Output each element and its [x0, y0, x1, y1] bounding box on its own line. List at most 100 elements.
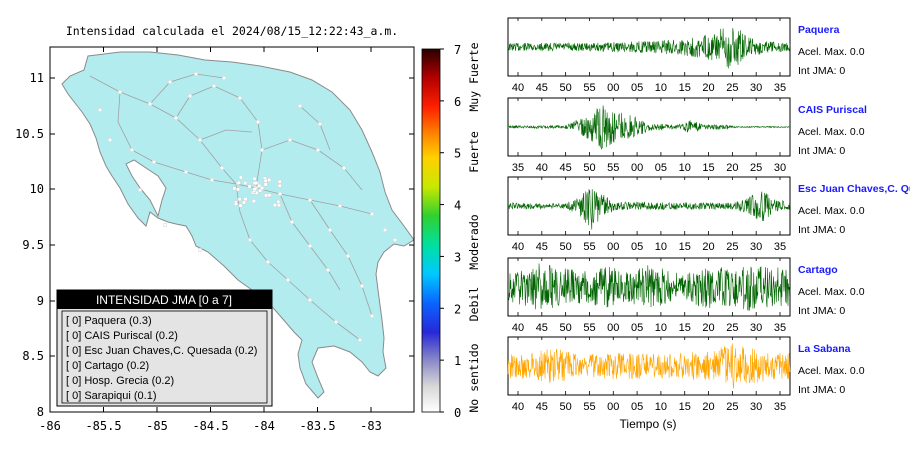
map-frame: [49, 46, 415, 413]
station-marker: [308, 244, 312, 248]
station-marker: [210, 178, 214, 182]
map-x-tick-label: -84.5: [192, 419, 228, 433]
seismogram-tick-label: 40: [512, 401, 524, 413]
station-marker: [318, 122, 322, 126]
seismogram-tick-label: 50: [560, 82, 572, 94]
seismogram-tick-label: 10: [655, 241, 667, 253]
seismogram-tick-label: 55: [607, 162, 619, 174]
station-name: CAIS Puriscal: [798, 104, 867, 116]
station-marker: [277, 203, 281, 207]
seismogram-tick-label: 55: [583, 241, 595, 253]
station-acel-max: Acel. Max. 0.0: [798, 46, 865, 58]
seismogram-xlabel: Tiempo (s): [620, 417, 677, 431]
station-marker: [236, 187, 240, 192]
colorbar-tick-label: 1: [454, 354, 461, 368]
colorbar-tick-label: 3: [454, 250, 461, 264]
station-marker: [260, 148, 264, 152]
station-marker: [243, 181, 248, 185]
legend-item: [ 0] Esc Juan Chaves,C. Quesada (0.2): [66, 345, 257, 357]
station-marker: [252, 176, 257, 181]
seismogram-tick-label: 25: [726, 82, 738, 94]
map-y-tick-label: 11: [30, 71, 44, 85]
seismogram-tick-label: 30: [750, 401, 762, 413]
map-x-tick-label: -85.5: [85, 419, 121, 433]
station-marker: [212, 84, 216, 88]
seismogram-tick-label: 25: [726, 322, 738, 334]
station-acel-max: Acel. Max. 0.0: [798, 286, 865, 298]
seismogram-tick-label: 00: [607, 322, 619, 334]
colorbar-ticks: 7 6 5 4 3 2 1 0: [440, 43, 461, 420]
seismogram-panel: 40 45 50 55 00 05 10 15 20 25 30 35 Cartago Acel. Max…: [507, 257, 865, 334]
seismogram-tick-label: 40: [512, 82, 524, 94]
station-marker: [188, 94, 192, 98]
seismogram-tick-label: 20: [702, 401, 714, 413]
seismogram-panel: 40 45 50 55 00 05 10 15 20 25 30 35 La Sabana Acel. M…: [507, 336, 865, 413]
seismogram-tick-label: 40: [512, 241, 524, 253]
station-marker: [338, 204, 342, 208]
seismogram-tick-label: 50: [583, 162, 595, 174]
station-marker: [286, 278, 290, 282]
map-y-tick-label: 10: [30, 182, 44, 196]
legend-title-bar: [57, 290, 272, 309]
station-marker: [393, 238, 397, 242]
station-marker: [220, 166, 224, 170]
seismogram-tick-label: 30: [750, 322, 762, 334]
station-marker: [326, 268, 330, 272]
station-marker: [222, 76, 226, 80]
seismogram-tick-label: 00: [607, 401, 619, 413]
seismogram-tick-label: 05: [631, 322, 643, 334]
map-title: Intensidad calculada el 2024/08/15_12:22…: [66, 24, 398, 38]
seismogram-tick-label: 15: [679, 322, 691, 334]
seismogram-tick-label: 05: [631, 401, 643, 413]
seismogram-tick-label: 15: [702, 162, 714, 174]
colorbar-tick-label: 0: [454, 406, 461, 420]
station-acel-max: Acel. Max. 0.0: [798, 126, 865, 138]
colorbar-tick-label: 5: [454, 147, 461, 161]
station-marker: [383, 228, 387, 232]
seismogram-tick-label: 25: [726, 241, 738, 253]
station-marker: [234, 201, 238, 206]
station-marker: [152, 160, 156, 164]
station-marker: [98, 108, 102, 112]
station-acel-max: Acel. Max. 0.0: [798, 205, 865, 217]
colorbar-tick-label: 4: [454, 199, 461, 213]
station-marker: [370, 314, 374, 318]
map-x-tick-label: -86: [39, 419, 61, 433]
seismogram-tick-label: 55: [583, 401, 595, 413]
seismogram-tick-label: 45: [536, 82, 548, 94]
station-marker: [263, 178, 268, 183]
station-marker: [148, 102, 152, 106]
colorbar-label-fuerte: Fuerte: [467, 131, 481, 173]
map-y-tick-label: 8: [37, 405, 44, 419]
station-markers: [98, 72, 397, 342]
seismogram-tick-label: 30: [774, 162, 786, 174]
seismogram-tick-label: 35: [774, 401, 786, 413]
station-marker: [358, 338, 362, 342]
station-marker: [163, 223, 167, 227]
seismogram-tick-label: 05: [631, 82, 643, 94]
seismogram-tick-label: 20: [702, 241, 714, 253]
station-int-jma: Int JMA: 0: [798, 145, 845, 157]
station-marker: [253, 181, 258, 185]
seismogram-tick-label: 05: [631, 241, 643, 253]
station-name: Cartago: [798, 264, 838, 276]
station-marker: [239, 175, 243, 180]
colorbar-tick-label: 2: [454, 302, 461, 316]
station-name: Paquera: [798, 24, 840, 36]
station-marker: [238, 203, 243, 208]
seismogram-tick-label: 30: [750, 241, 762, 253]
seismogram-panel: 35 40 45 50 55 00 05 10 15 20 25 30 CAIS Puriscal Ace…: [507, 97, 867, 174]
station-marker: [237, 197, 242, 201]
station-marker: [342, 166, 346, 170]
seismogram-tick-label: 20: [702, 322, 714, 334]
map-x-tick-label: -83.5: [299, 419, 335, 433]
station-marker: [194, 72, 198, 76]
colorbar-label-muy-fuerte: Muy Fuerte: [467, 42, 481, 111]
legend-title: INTENSIDAD JMA [0 a 7]: [96, 293, 232, 307]
station-name: Esc Juan Chaves,C. Qu: [798, 183, 910, 195]
map-y-axis: 11 10.5 10 9.5 9 8.5 8: [15, 71, 414, 419]
seismogram-panel: 40 45 50 55 00 05 10 15 20 25 30 35 Esc Juan Chaves,…: [507, 176, 910, 253]
seismogram-tick-label: 20: [702, 82, 714, 94]
legend-item: [ 0] Paquera (0.3): [66, 315, 152, 327]
